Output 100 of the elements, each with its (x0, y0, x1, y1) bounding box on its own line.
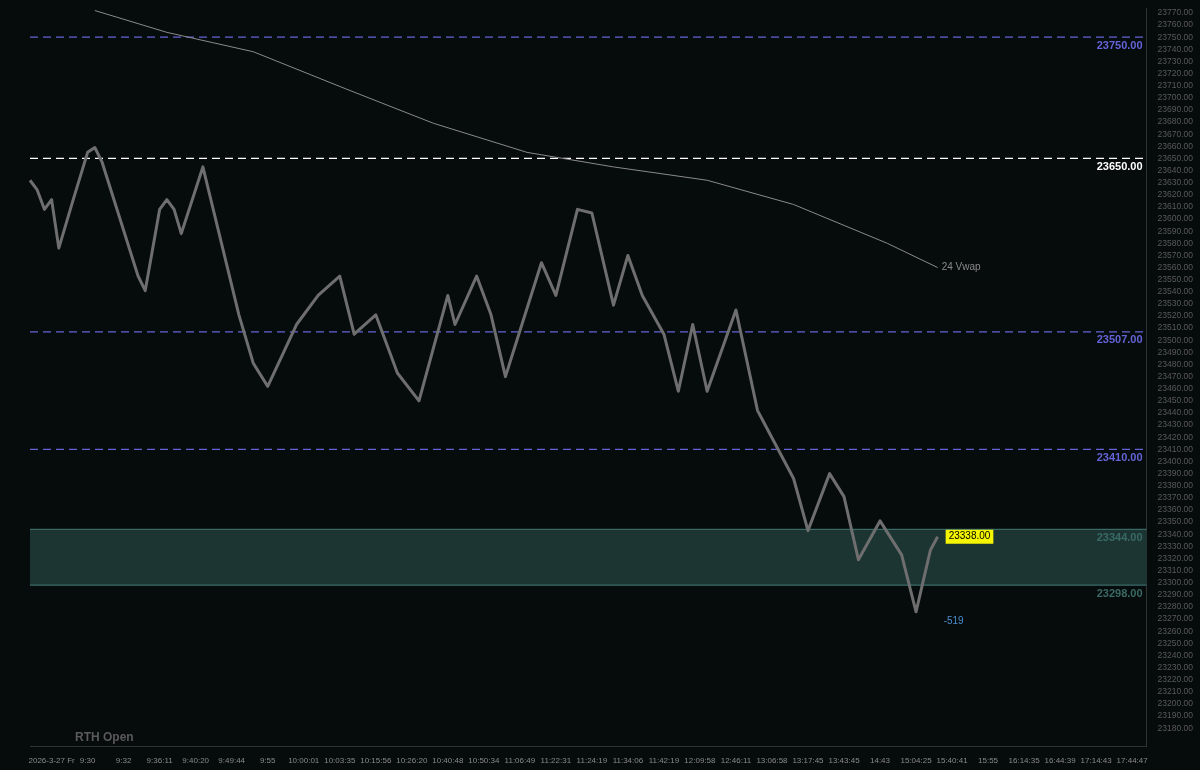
y-tick-label: 23490.00 (1157, 346, 1194, 357)
y-tick-label: 23770.00 (1157, 7, 1194, 18)
x-tick-label: 9:36:11 (146, 756, 174, 766)
y-tick-label: 23230.00 (1157, 661, 1194, 672)
y-tick-label: 23750.00 (1157, 31, 1194, 42)
x-tick-label: 2026-3-27 Fr (28, 756, 76, 766)
y-tick-label: 23430.00 (1157, 419, 1194, 430)
y-tick-label: 23190.00 (1157, 710, 1194, 721)
annotation: -519 (943, 615, 965, 627)
x-tick-label: 15:04:25 (900, 756, 933, 766)
y-tick-label: 23320.00 (1157, 552, 1194, 563)
y-tick-label: 23740.00 (1157, 43, 1194, 54)
y-tick-label: 23280.00 (1157, 601, 1194, 612)
y-tick-label: 23390.00 (1157, 467, 1194, 478)
y-tick-label: 23590.00 (1157, 225, 1194, 236)
series-label: 24 Vwap (941, 261, 981, 273)
x-tick-label: 12:46:11 (720, 756, 752, 766)
y-tick-label: 23350.00 (1157, 516, 1194, 527)
y-tick-label: 23530.00 (1157, 298, 1194, 309)
y-tick-label: 23440.00 (1157, 407, 1194, 418)
x-tick-label: 16:14:35 (1008, 756, 1041, 766)
y-tick-label: 23380.00 (1157, 480, 1194, 491)
y-tick-label: 23400.00 (1157, 455, 1194, 466)
y-tick-label: 23690.00 (1157, 104, 1194, 115)
y-tick-label: 23660.00 (1157, 140, 1194, 151)
y-tick-label: 23210.00 (1157, 686, 1194, 697)
x-tick-label: 10:03:35 (324, 756, 356, 766)
ref-line-label: 23410.00 (1096, 450, 1143, 463)
x-tick-label: 15:40:41 (936, 756, 969, 766)
x-tick-label: 15:55 (978, 756, 999, 766)
y-tick-label: 23370.00 (1157, 492, 1194, 503)
ref-line-label: 23298.00 (1096, 586, 1143, 599)
y-tick-label: 23340.00 (1157, 528, 1194, 539)
y-tick-label: 23240.00 (1157, 649, 1194, 660)
x-tick-label: 9:40:20 (182, 756, 210, 766)
y-tick-label: 23250.00 (1157, 637, 1194, 648)
y-tick-label: 23760.00 (1157, 19, 1194, 30)
x-tick-label: 13:43:45 (828, 756, 861, 766)
y-tick-label: 23500.00 (1157, 334, 1194, 345)
annotation: 23338.00 (948, 530, 991, 542)
y-tick-label: 23650.00 (1157, 152, 1194, 163)
y-tick-label: 23420.00 (1157, 431, 1194, 442)
y-tick-label: 23580.00 (1157, 237, 1194, 248)
x-tick-label: 10:40:48 (432, 756, 464, 766)
y-tick-label: 23610.00 (1157, 201, 1194, 212)
x-tick-label: 10:00:01 (288, 756, 320, 766)
ref-line-label: 23750.00 (1096, 38, 1143, 51)
y-tick-label: 23540.00 (1157, 286, 1194, 297)
y-tick-label: 23710.00 (1157, 80, 1194, 91)
x-tick-label: 12:09:58 (684, 756, 717, 766)
y-tick-label: 23630.00 (1157, 177, 1194, 188)
y-tick-label: 23450.00 (1157, 395, 1194, 406)
y-tick-label: 23520.00 (1157, 310, 1194, 321)
x-tick-label: 11:42:19 (648, 756, 680, 766)
y-tick-label: 23360.00 (1157, 504, 1194, 515)
x-tick-label: 9:30 (79, 756, 96, 766)
y-tick-label: 23410.00 (1157, 443, 1194, 454)
y-tick-label: 23510.00 (1157, 322, 1194, 333)
x-tick-label: 9:49:44 (218, 756, 246, 766)
y-tick-label: 23570.00 (1157, 249, 1194, 260)
x-tick-label: 11:22:31 (540, 756, 572, 766)
x-tick-label: 10:26:20 (396, 756, 428, 766)
y-tick-label: 23180.00 (1157, 722, 1194, 733)
y-tick-label: 23670.00 (1157, 128, 1194, 139)
y-tick-label: 23200.00 (1157, 698, 1194, 709)
x-tick-label: 10:15:56 (360, 756, 392, 766)
x-tick-label: 17:14:43 (1080, 756, 1113, 766)
y-tick-label: 23680.00 (1157, 116, 1194, 127)
x-tick-label: 16:44:39 (1044, 756, 1077, 766)
x-tick-label: 13:06:58 (756, 756, 789, 766)
y-tick-label: 23700.00 (1157, 92, 1194, 103)
y-tick-label: 23460.00 (1157, 383, 1194, 394)
x-tick-label: 11:34:06 (612, 756, 644, 766)
y-tick-label: 23290.00 (1157, 589, 1194, 600)
x-tick-label: 11:24:19 (576, 756, 608, 766)
x-tick-label: 14:43 (870, 756, 891, 766)
ref-line-label: 23650.00 (1096, 159, 1143, 172)
x-tick-label: 11:06:49 (504, 756, 536, 766)
y-tick-label: 23600.00 (1157, 213, 1194, 224)
y-tick-label: 23470.00 (1157, 370, 1194, 381)
y-tick-label: 23550.00 (1157, 274, 1194, 284)
y-tick-label: 23480.00 (1157, 358, 1194, 369)
y-tick-label: 23310.00 (1157, 564, 1194, 575)
y-tick-label: 23720.00 (1157, 67, 1194, 78)
y-tick-label: 23730.00 (1157, 55, 1194, 66)
ref-line-label: 23507.00 (1096, 333, 1143, 346)
x-tick-label: 9:55 (259, 756, 277, 766)
annotation: RTH Open (75, 729, 134, 744)
x-tick-label: 10:50:34 (468, 756, 500, 766)
y-tick-label: 23270.00 (1157, 613, 1194, 624)
x-tick-label: 17:44:47 (1116, 756, 1149, 766)
y-tick-label: 23260.00 (1157, 625, 1194, 636)
y-tick-label: 23560.00 (1157, 261, 1194, 272)
x-tick-label: 13:17:45 (792, 756, 825, 766)
y-tick-label: 23300.00 (1157, 577, 1194, 588)
y-tick-label: 23620.00 (1157, 189, 1194, 200)
y-tick-label: 23640.00 (1157, 164, 1194, 175)
x-tick-label: 9:32 (115, 756, 132, 766)
y-tick-label: 23220.00 (1157, 674, 1194, 685)
y-tick-label: 23330.00 (1157, 540, 1194, 551)
